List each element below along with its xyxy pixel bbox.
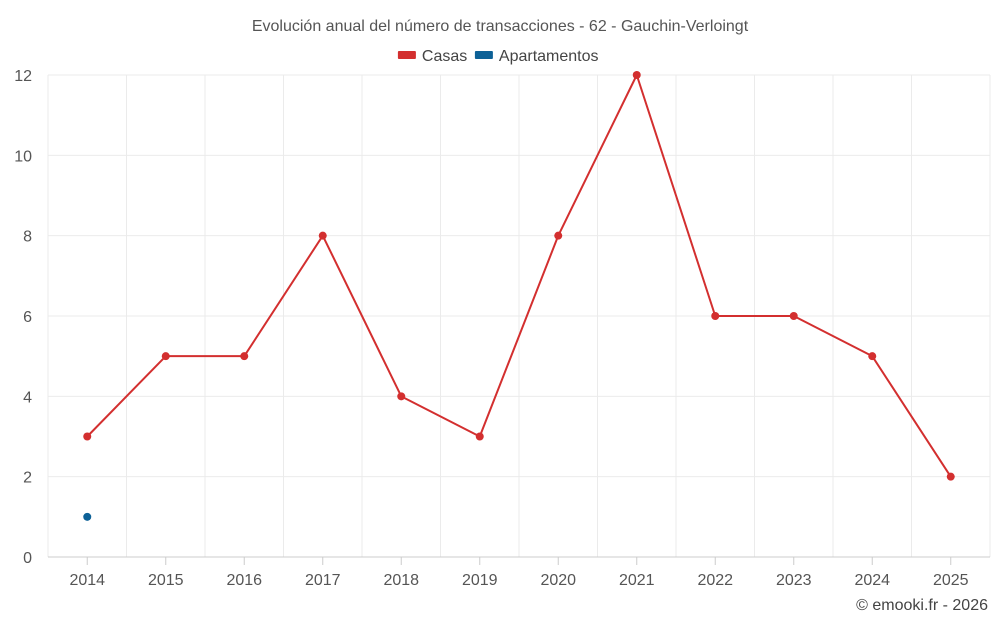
x-tick-label: 2016 bbox=[226, 572, 262, 589]
y-tick-label: 8 bbox=[23, 229, 32, 246]
data-point[interactable] bbox=[632, 71, 641, 79]
series-layer bbox=[83, 71, 955, 521]
y-tick-label: 2 bbox=[23, 470, 32, 487]
credit-text: © emooki.fr - 2026 bbox=[856, 597, 988, 614]
y-tick-label: 0 bbox=[23, 550, 32, 567]
data-point[interactable] bbox=[240, 352, 249, 361]
legend-label: Casas bbox=[422, 48, 467, 65]
x-tick-label: 2021 bbox=[619, 572, 655, 589]
x-tick-label: 2019 bbox=[462, 572, 498, 589]
series-apartamentos bbox=[83, 512, 92, 521]
legend-swatch bbox=[474, 51, 493, 59]
y-tick-label: 10 bbox=[14, 148, 32, 165]
x-axis-ticks: 2014 2015 2016 2017 2018 2019 2020 2021 2022 2023… bbox=[69, 557, 969, 589]
data-point[interactable] bbox=[397, 392, 406, 401]
data-point[interactable] bbox=[475, 432, 484, 441]
data-point[interactable] bbox=[711, 312, 720, 320]
x-tick-label: 2014 bbox=[69, 572, 105, 589]
data-point[interactable] bbox=[789, 312, 798, 320]
data-point[interactable] bbox=[161, 352, 170, 361]
x-tick-label: 2023 bbox=[776, 572, 812, 589]
x-tick-label: 2015 bbox=[148, 572, 184, 589]
legend: Casas Apartamentos bbox=[397, 48, 599, 65]
chart-title: Evolución anual del número de transaccio… bbox=[252, 18, 749, 35]
legend-item-casas[interactable]: Casas bbox=[397, 48, 467, 65]
legend-item-apartamentos[interactable]: Apartamentos bbox=[474, 48, 599, 65]
legend-label: Apartamentos bbox=[499, 48, 599, 65]
data-point[interactable] bbox=[318, 231, 327, 240]
data-point[interactable] bbox=[83, 432, 92, 441]
legend-swatch bbox=[397, 51, 416, 59]
grid-x bbox=[47, 75, 991, 557]
x-tick-label: 2025 bbox=[933, 572, 969, 589]
x-tick-label: 2022 bbox=[697, 572, 733, 589]
x-tick-label: 2017 bbox=[305, 572, 341, 589]
y-tick-label: 12 bbox=[14, 68, 32, 85]
data-point[interactable] bbox=[868, 352, 877, 361]
data-point[interactable] bbox=[554, 231, 563, 240]
y-tick-label: 6 bbox=[23, 309, 32, 326]
data-point[interactable] bbox=[946, 472, 955, 481]
y-axis-ticks: 0 2 4 6 8 10 12 bbox=[14, 68, 32, 567]
x-tick-label: 2024 bbox=[854, 572, 890, 589]
series-casas bbox=[83, 71, 955, 481]
x-tick-label: 2020 bbox=[540, 572, 576, 589]
series-line bbox=[86, 74, 952, 478]
y-tick-label: 4 bbox=[23, 389, 32, 406]
x-tick-label: 2018 bbox=[383, 572, 419, 589]
data-point[interactable] bbox=[83, 512, 92, 521]
